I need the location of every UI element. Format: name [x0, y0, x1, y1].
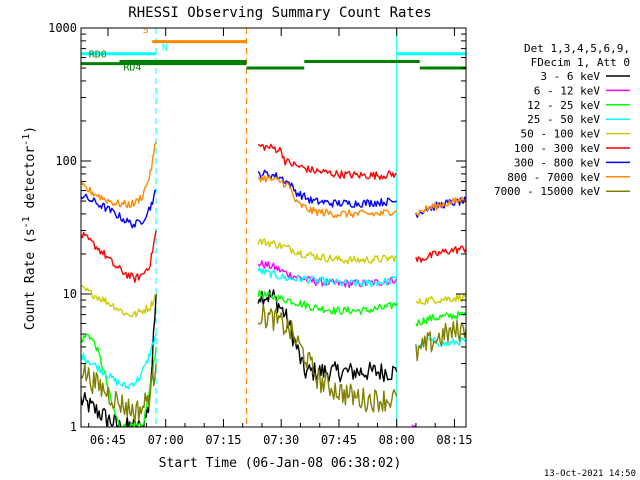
series-line-6-seg-0 — [81, 189, 157, 229]
flag-label-n: N — [162, 42, 168, 53]
series-line-7-seg-0 — [81, 141, 157, 209]
y-tick-label-2: 100 — [55, 154, 77, 168]
y-tick-label-1: 10 — [63, 287, 77, 301]
series-line-4-seg-2 — [415, 293, 466, 306]
legend-label-2: 12 - 25 keV — [527, 99, 600, 112]
series-line-7-seg-1 — [257, 175, 398, 219]
series-line-2-seg-0 — [81, 333, 157, 427]
chart-title: RHESSI Observing Summary Count Rates — [128, 5, 431, 21]
y-axis-label-main: Count Rate (s — [23, 228, 38, 330]
legend-label-1: 6 - 12 keV — [534, 84, 601, 97]
legend-label-0: 3 - 6 keV — [540, 70, 600, 83]
plot-frame — [80, 27, 467, 428]
legend-header-line-1: Det 1,3,4,5,6,9, — [524, 42, 630, 55]
legend-label-8: 7000 - 15000 keV — [494, 185, 600, 198]
series-line-2-seg-2 — [415, 310, 466, 327]
legend-header-line-2: FDecim 1, Att 0 — [531, 56, 630, 69]
y-tick-label-3: 1000 — [48, 21, 77, 35]
series-line-7-seg-2 — [415, 196, 466, 217]
series-line-4-seg-0 — [81, 284, 157, 318]
legend: Det 1,3,4,5,6,9, FDecim 1, Att 0 3 - 6 k… — [494, 42, 630, 198]
legend-label-6: 300 - 800 keV — [514, 156, 600, 169]
legend-label-7: 800 - 7000 keV — [507, 171, 600, 184]
series-line-0-seg-1 — [257, 289, 398, 383]
series-line-8-seg-2 — [415, 319, 466, 362]
flag-label-rd4: RD4 — [123, 62, 141, 73]
series-line-1-seg-1 — [411, 424, 417, 427]
y-axis-label: Count Rate (s-1 detector-1) — [21, 126, 38, 330]
x-axis-label: Start Time (06-Jan-08 06:38:02) — [159, 456, 402, 471]
y-axis-label-sup2: -1 — [21, 134, 32, 146]
flag-label-s: S — [143, 25, 149, 36]
legend-label-3: 25 - 50 keV — [527, 113, 600, 126]
series-line-8-seg-0 — [81, 362, 157, 424]
legend-label-4: 50 - 100 keV — [521, 128, 601, 141]
series-line-3-seg-1 — [257, 267, 398, 288]
x-tick-label-1: 07:00 — [148, 433, 184, 447]
x-tick-label-4: 07:45 — [321, 433, 357, 447]
series-line-6-seg-1 — [257, 169, 398, 208]
series-line-4-seg-1 — [257, 238, 397, 265]
series-line-1-seg-0 — [257, 260, 398, 288]
series-line-5-seg-2 — [415, 245, 466, 263]
legend-label-5: 100 - 300 keV — [514, 142, 600, 155]
y-axis-label-mid: detector — [23, 146, 38, 217]
flag-label-rd0: RD0 — [89, 50, 107, 61]
series-line-5-seg-0 — [81, 230, 157, 283]
y-tick-label-0: 1 — [70, 420, 77, 434]
footer-date: 13-Oct-2021 14:50 — [544, 469, 636, 479]
x-tick-label-3: 07:30 — [263, 433, 299, 447]
series-line-8-seg-1 — [257, 304, 398, 413]
series-line-5-seg-1 — [257, 143, 397, 181]
x-tick-label-0: 06:45 — [90, 433, 126, 447]
y-axis-label-end: ) — [23, 126, 38, 134]
y-axis-label-sup1: -1 — [21, 216, 32, 228]
x-tick-label-6: 08:15 — [436, 433, 472, 447]
series-line-2-seg-1 — [257, 289, 398, 316]
x-tick-label-2: 07:15 — [205, 433, 241, 447]
x-tick-label-5: 08:00 — [379, 433, 415, 447]
series-line-3-seg-0 — [81, 333, 157, 390]
